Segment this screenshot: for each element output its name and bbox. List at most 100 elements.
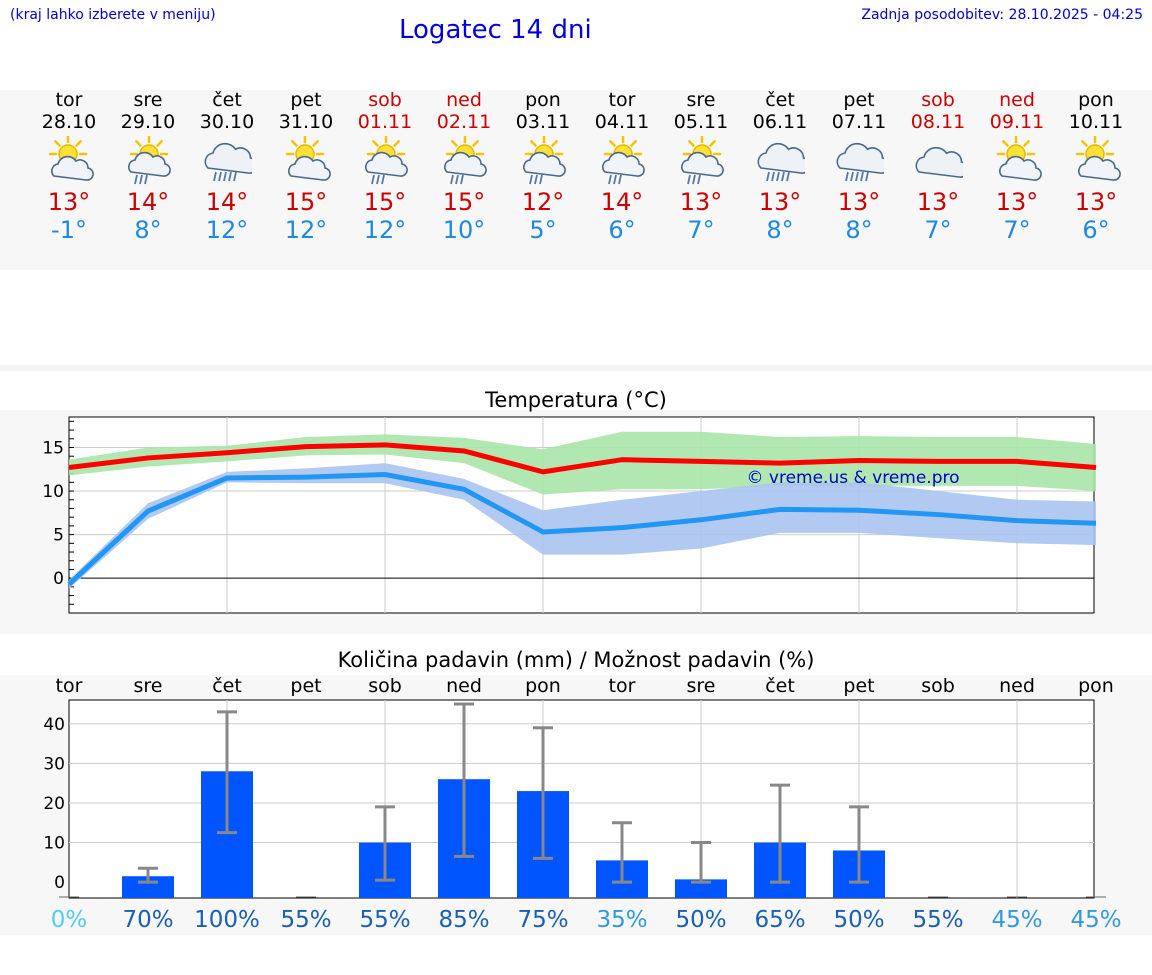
precipitation-probability: 45% xyxy=(991,907,1042,933)
y-tick-label: 5 xyxy=(53,526,64,546)
day-column: sre 05.11 13° 7° xyxy=(661,89,741,244)
day-label: tor xyxy=(56,675,83,697)
min-temperature: 8° xyxy=(845,216,873,244)
day-column: čet 30.10 14° 12° xyxy=(187,89,267,244)
day-date: 01.11 xyxy=(357,111,413,133)
day-date: 08.11 xyxy=(910,111,966,133)
day-label: sob xyxy=(921,675,955,697)
precipitation-chart: tor sre čet pet sob ned pon tor sre čet pet sob ned p… xyxy=(43,675,1121,933)
day-date: 30.10 xyxy=(199,111,255,133)
day-name: sob xyxy=(921,89,955,111)
day-column: sob 08.11 13° 7° xyxy=(898,89,978,244)
precipitation-error-bar xyxy=(612,821,632,884)
max-temperature-line xyxy=(68,442,1097,475)
precipitation-error-bar xyxy=(770,783,790,884)
day-label: pon xyxy=(525,675,561,697)
y-tick-label: 15 xyxy=(42,438,64,458)
y-tick-label: 10 xyxy=(42,482,64,502)
day-label: sre xyxy=(134,675,163,697)
y-tick-label: 30 xyxy=(43,754,65,774)
precipitation-chart-title: Količina padavin (mm) / Možnost padavin … xyxy=(337,648,815,672)
day-label: pet xyxy=(843,675,874,697)
day-name: čet xyxy=(765,89,795,111)
location-menu-hint[interactable]: (kraj lahko izberete v meniju) xyxy=(10,7,216,23)
max-temperature: 13° xyxy=(47,188,91,216)
day-name: sre xyxy=(133,89,163,111)
sun-cloud-rain-icon xyxy=(523,136,566,185)
max-temperature: 12° xyxy=(521,188,565,216)
min-temperature: 12° xyxy=(205,216,249,244)
day-column: čet 06.11 13° 8° xyxy=(740,89,820,244)
day-date: 03.11 xyxy=(515,111,571,133)
day-label: ned xyxy=(999,675,1035,697)
day-column: pet 07.11 13° 8° xyxy=(819,89,899,244)
page-title: Logatec 14 dni xyxy=(399,15,592,45)
precipitation-error-bar xyxy=(691,841,711,884)
day-name: pon xyxy=(1078,89,1114,111)
day-column: tor 04.11 14° 6° xyxy=(582,89,662,244)
max-temperature: 13° xyxy=(995,188,1039,216)
sun-cloud-icon xyxy=(1075,136,1121,181)
sun-cloud-icon xyxy=(285,136,331,181)
day-name: ned xyxy=(999,89,1035,111)
y-tick-label: 40 xyxy=(43,715,65,735)
precipitation-probability: 50% xyxy=(833,907,884,933)
day-date: 09.11 xyxy=(989,111,1045,133)
max-temperature: 13° xyxy=(679,188,723,216)
min-temperature: 12° xyxy=(363,216,407,244)
max-temperature: 13° xyxy=(758,188,802,216)
precipitation-probability: 45% xyxy=(1070,907,1121,933)
min-temperature: 5° xyxy=(529,216,557,244)
day-date: 05.11 xyxy=(673,111,729,133)
precipitation-probability: 75% xyxy=(517,907,568,933)
min-temperature: 6° xyxy=(608,216,636,244)
day-column: pet 31.10 15° 12° xyxy=(266,89,346,244)
max-temperature: 14° xyxy=(600,188,644,216)
day-date: 07.11 xyxy=(831,111,887,133)
min-range-band xyxy=(69,463,1096,589)
precipitation-bar xyxy=(675,879,727,898)
precipitation-probability: 55% xyxy=(912,907,963,933)
precipitation-error-bar xyxy=(533,726,553,860)
day-name: tor xyxy=(55,89,83,111)
day-name: pet xyxy=(843,89,875,111)
day-label: sre xyxy=(687,675,716,697)
max-temperature: 15° xyxy=(363,188,407,216)
day-date: 02.11 xyxy=(436,111,492,133)
day-name: sob xyxy=(368,89,402,111)
day-label: pet xyxy=(290,675,321,697)
last-updated: Zadnja posodobitev: 28.10.2025 - 04:25 xyxy=(861,7,1143,23)
sun-cloud-rain-icon xyxy=(365,136,408,185)
max-temperature: 15° xyxy=(442,188,486,216)
day-name: sre xyxy=(686,89,716,111)
min-temperature: 10° xyxy=(442,216,486,244)
day-column: sre 29.10 14° 8° xyxy=(108,89,188,244)
day-date: 31.10 xyxy=(278,111,334,133)
sun-cloud-rain-icon xyxy=(128,136,171,185)
precipitation-probability: 50% xyxy=(675,907,726,933)
max-temperature: 15° xyxy=(284,188,328,216)
precipitation-probability: 70% xyxy=(122,907,173,933)
y-tick-label: 0 xyxy=(53,569,64,589)
min-temperature: 7° xyxy=(924,216,952,244)
day-column: ned 09.11 13° 7° xyxy=(977,89,1057,244)
max-temperature: 13° xyxy=(916,188,960,216)
day-column: ned 02.11 15° 10° xyxy=(424,89,504,244)
min-temperature: 7° xyxy=(1003,216,1031,244)
day-label: pon xyxy=(1078,675,1114,697)
precipitation-bar xyxy=(122,876,174,898)
precipitation-error-bar xyxy=(454,702,474,858)
precipitation-error-bar xyxy=(138,866,158,884)
cloud-rain-icon xyxy=(836,142,884,182)
divider xyxy=(0,365,1152,371)
min-temperature: 6° xyxy=(1082,216,1110,244)
day-date: 28.10 xyxy=(41,111,97,133)
day-name: pet xyxy=(290,89,322,111)
precipitation-error-bar xyxy=(375,805,395,882)
sun-cloud-rain-icon xyxy=(444,136,487,185)
precipitation-probability: 55% xyxy=(280,907,331,933)
y-tick-label: 20 xyxy=(43,794,65,814)
day-name: pon xyxy=(525,89,561,111)
precipitation-probability: 100% xyxy=(194,907,260,933)
cloud-rain-icon xyxy=(204,142,252,182)
